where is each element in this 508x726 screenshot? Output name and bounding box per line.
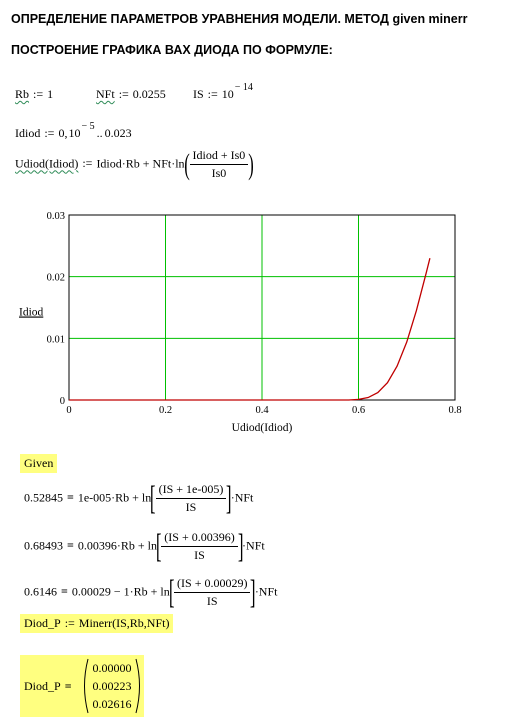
range-step-exp: − 5 bbox=[81, 121, 95, 132]
result-lhs: Diod_P = bbox=[24, 679, 72, 693]
range-name: Idiod bbox=[15, 126, 41, 140]
given-eq-3[interactable]: 0.6146 = 0.00029 − 1·Rb + ln[(IS + 0.00029… bbox=[24, 573, 278, 611]
heading-method: ОПРЕДЕЛЕНИЕ ПАРАМЕТРОВ УРАВНЕНИЯ МОДЕЛИ.… bbox=[11, 12, 468, 26]
range-end: 0.023 bbox=[104, 126, 132, 140]
param-nft[interactable]: NFt:= 0.0255 bbox=[96, 87, 166, 101]
x-axis-label: Udiod(Idiod) bbox=[232, 422, 293, 434]
func-rhs: Idiod·Rb + NFt·ln bbox=[96, 156, 185, 171]
result-value-0: 0.00000 bbox=[93, 661, 132, 675]
y-axis-label: Idiod bbox=[19, 307, 44, 319]
x-tick-label: 0.8 bbox=[448, 405, 461, 416]
range-step-base: 10 bbox=[68, 126, 81, 140]
nft-value: 0.0255 bbox=[132, 87, 166, 101]
x-tick-labels: 0 0.2 0.4 0.6 0.8 bbox=[66, 405, 461, 416]
range-start: 0 bbox=[58, 126, 65, 140]
iv-chart[interactable]: 0 0.2 0.4 0.6 0.8 0 0.01 0.02 0.03 Udiod(Idiod)… bbox=[10, 205, 470, 440]
minerr-definition[interactable]: Diod_P:= Minerr(IS,Rb,NFt) bbox=[20, 614, 174, 633]
result-value-1: 0.00223 bbox=[93, 679, 132, 693]
y-tick-label: 0.01 bbox=[47, 334, 65, 345]
param-rb[interactable]: Rb:= 1 bbox=[15, 87, 54, 101]
is-name: IS bbox=[193, 87, 204, 101]
given-label: Given bbox=[20, 454, 58, 473]
nft-name: NFt bbox=[96, 87, 115, 101]
func-fraction: Idiod + Is0 Is0 bbox=[189, 148, 249, 181]
param-is[interactable]: IS:= 10− 14 bbox=[193, 82, 253, 101]
series-line bbox=[69, 258, 431, 401]
is-base: 10 bbox=[221, 87, 234, 101]
rb-name: Rb bbox=[15, 87, 30, 101]
given-eq-2[interactable]: 0.68493 = 0.00396·Rb + ln[(IS + 0.00396) IS… bbox=[24, 527, 265, 565]
y-tick-label: 0 bbox=[60, 396, 65, 407]
function-udiod[interactable]: Udiod(Idiod):= Idiod·Rb + NFt·ln(Idiod + … bbox=[15, 147, 255, 181]
result-vector: 0.00000 0.00223 0.02616 bbox=[84, 658, 140, 714]
given-eq-1[interactable]: 0.52845 = 1e-005·Rb + ln[(IS + 1e-005) IS]·… bbox=[24, 479, 254, 517]
y-tick-label: 0.02 bbox=[47, 273, 65, 284]
y-tick-label: 0.03 bbox=[47, 211, 65, 222]
chart-grid bbox=[69, 215, 455, 400]
x-tick-label: 0.4 bbox=[255, 405, 269, 416]
result-block[interactable]: Diod_P = 0.00000 0.00223 0.02616 bbox=[20, 655, 144, 717]
x-tick-label: 0 bbox=[66, 405, 71, 416]
range-idiod[interactable]: Idiod:= 0, 10− 5.. 0.023 bbox=[15, 121, 132, 140]
x-tick-label: 0.6 bbox=[352, 405, 365, 416]
heading-plot: ПОСТРОЕНИЕ ГРАФИКА ВАХ ДИОДА ПО ФОРМУЛЕ: bbox=[11, 43, 333, 57]
y-tick-labels: 0 0.01 0.02 0.03 bbox=[47, 211, 65, 407]
func-lhs: Udiod(Idiod) bbox=[15, 156, 79, 171]
x-tick-label: 0.2 bbox=[159, 405, 172, 416]
is-exponent: − 14 bbox=[234, 82, 253, 93]
rb-value: 1 bbox=[47, 87, 54, 101]
result-value-2: 0.02616 bbox=[93, 697, 132, 711]
